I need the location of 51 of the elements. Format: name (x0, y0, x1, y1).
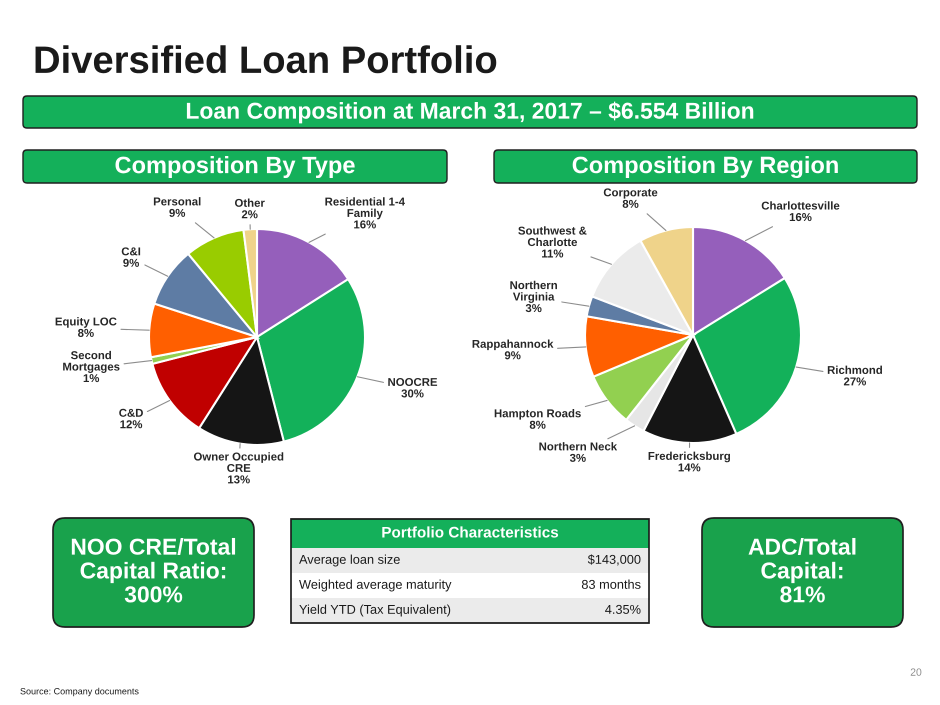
slice-label: C&D (119, 408, 143, 417)
slice-label: Personal (154, 197, 200, 206)
text: Average loan size (299, 554, 400, 566)
slice-label: Northern Neck (539, 442, 618, 450)
data-label: 14% (678, 463, 700, 472)
slice-label: Northern Virginia (510, 280, 557, 303)
data-label: 27% (844, 377, 866, 386)
slice-label: Second Mortgages (63, 350, 120, 373)
text: 20 (910, 668, 922, 676)
slice-label: Southwest & Charlotte (518, 226, 587, 246)
data-label: 30% (401, 389, 424, 398)
data-label: 3% (526, 304, 542, 312)
data-label: 11% (542, 250, 564, 258)
data-label: 9% (169, 208, 186, 217)
data-label: 9% (123, 258, 139, 267)
text: Diversified Loan Portfolio (36, 45, 496, 74)
slice-label: Other (234, 198, 265, 207)
slice-label: Rappahannock (472, 340, 554, 350)
text: Yield YTD (Tax Equivalent) (299, 604, 450, 616)
data-label: 13% (228, 475, 250, 484)
data-label: 9% (504, 351, 521, 360)
data-label: 12% (120, 420, 142, 428)
source-note: Source: Company documents (20, 688, 139, 696)
chart-title: Composition By Type (116, 156, 355, 178)
slice-label: Charlottesville (762, 201, 840, 210)
slice-label: Fredericksburg (648, 452, 730, 462)
data-label: 8% (530, 420, 546, 429)
text: ADC/Total Capital: 81% (748, 538, 856, 603)
slice-label: Residential 1-4 Family (325, 197, 405, 220)
data-label: 2% (242, 210, 258, 218)
text: Portfolio Characteristics (382, 526, 558, 538)
slice-label: Hampton Roads (494, 409, 581, 420)
slice-label: NOOCRE (388, 378, 438, 386)
data-label: 16% (354, 220, 376, 228)
text: Loan Composition at March 31, 2017 – $6.554 Billion (186, 102, 754, 124)
data-label: 8% (622, 200, 638, 208)
data-label: 1% (84, 374, 100, 382)
text: NOO CRE/Total Capital Ratio: 300% (72, 538, 236, 603)
slice-label: C&I (122, 247, 140, 256)
text: 83 months (582, 580, 641, 589)
chart-title: Composition By Region (572, 156, 838, 178)
text: 4.35% (605, 604, 641, 614)
data-label: 16% (790, 213, 812, 222)
slice-label: Corporate (604, 188, 658, 199)
data-label: 3% (570, 454, 586, 462)
slice-label: Equity LOC (56, 317, 117, 328)
text: Weighted average maturity (299, 580, 452, 592)
slice-label: Richmond (828, 366, 882, 374)
data-label: 8% (78, 328, 94, 337)
slice-label: Owner Occupied CRE (194, 452, 284, 472)
text: $143,000 (588, 554, 641, 566)
